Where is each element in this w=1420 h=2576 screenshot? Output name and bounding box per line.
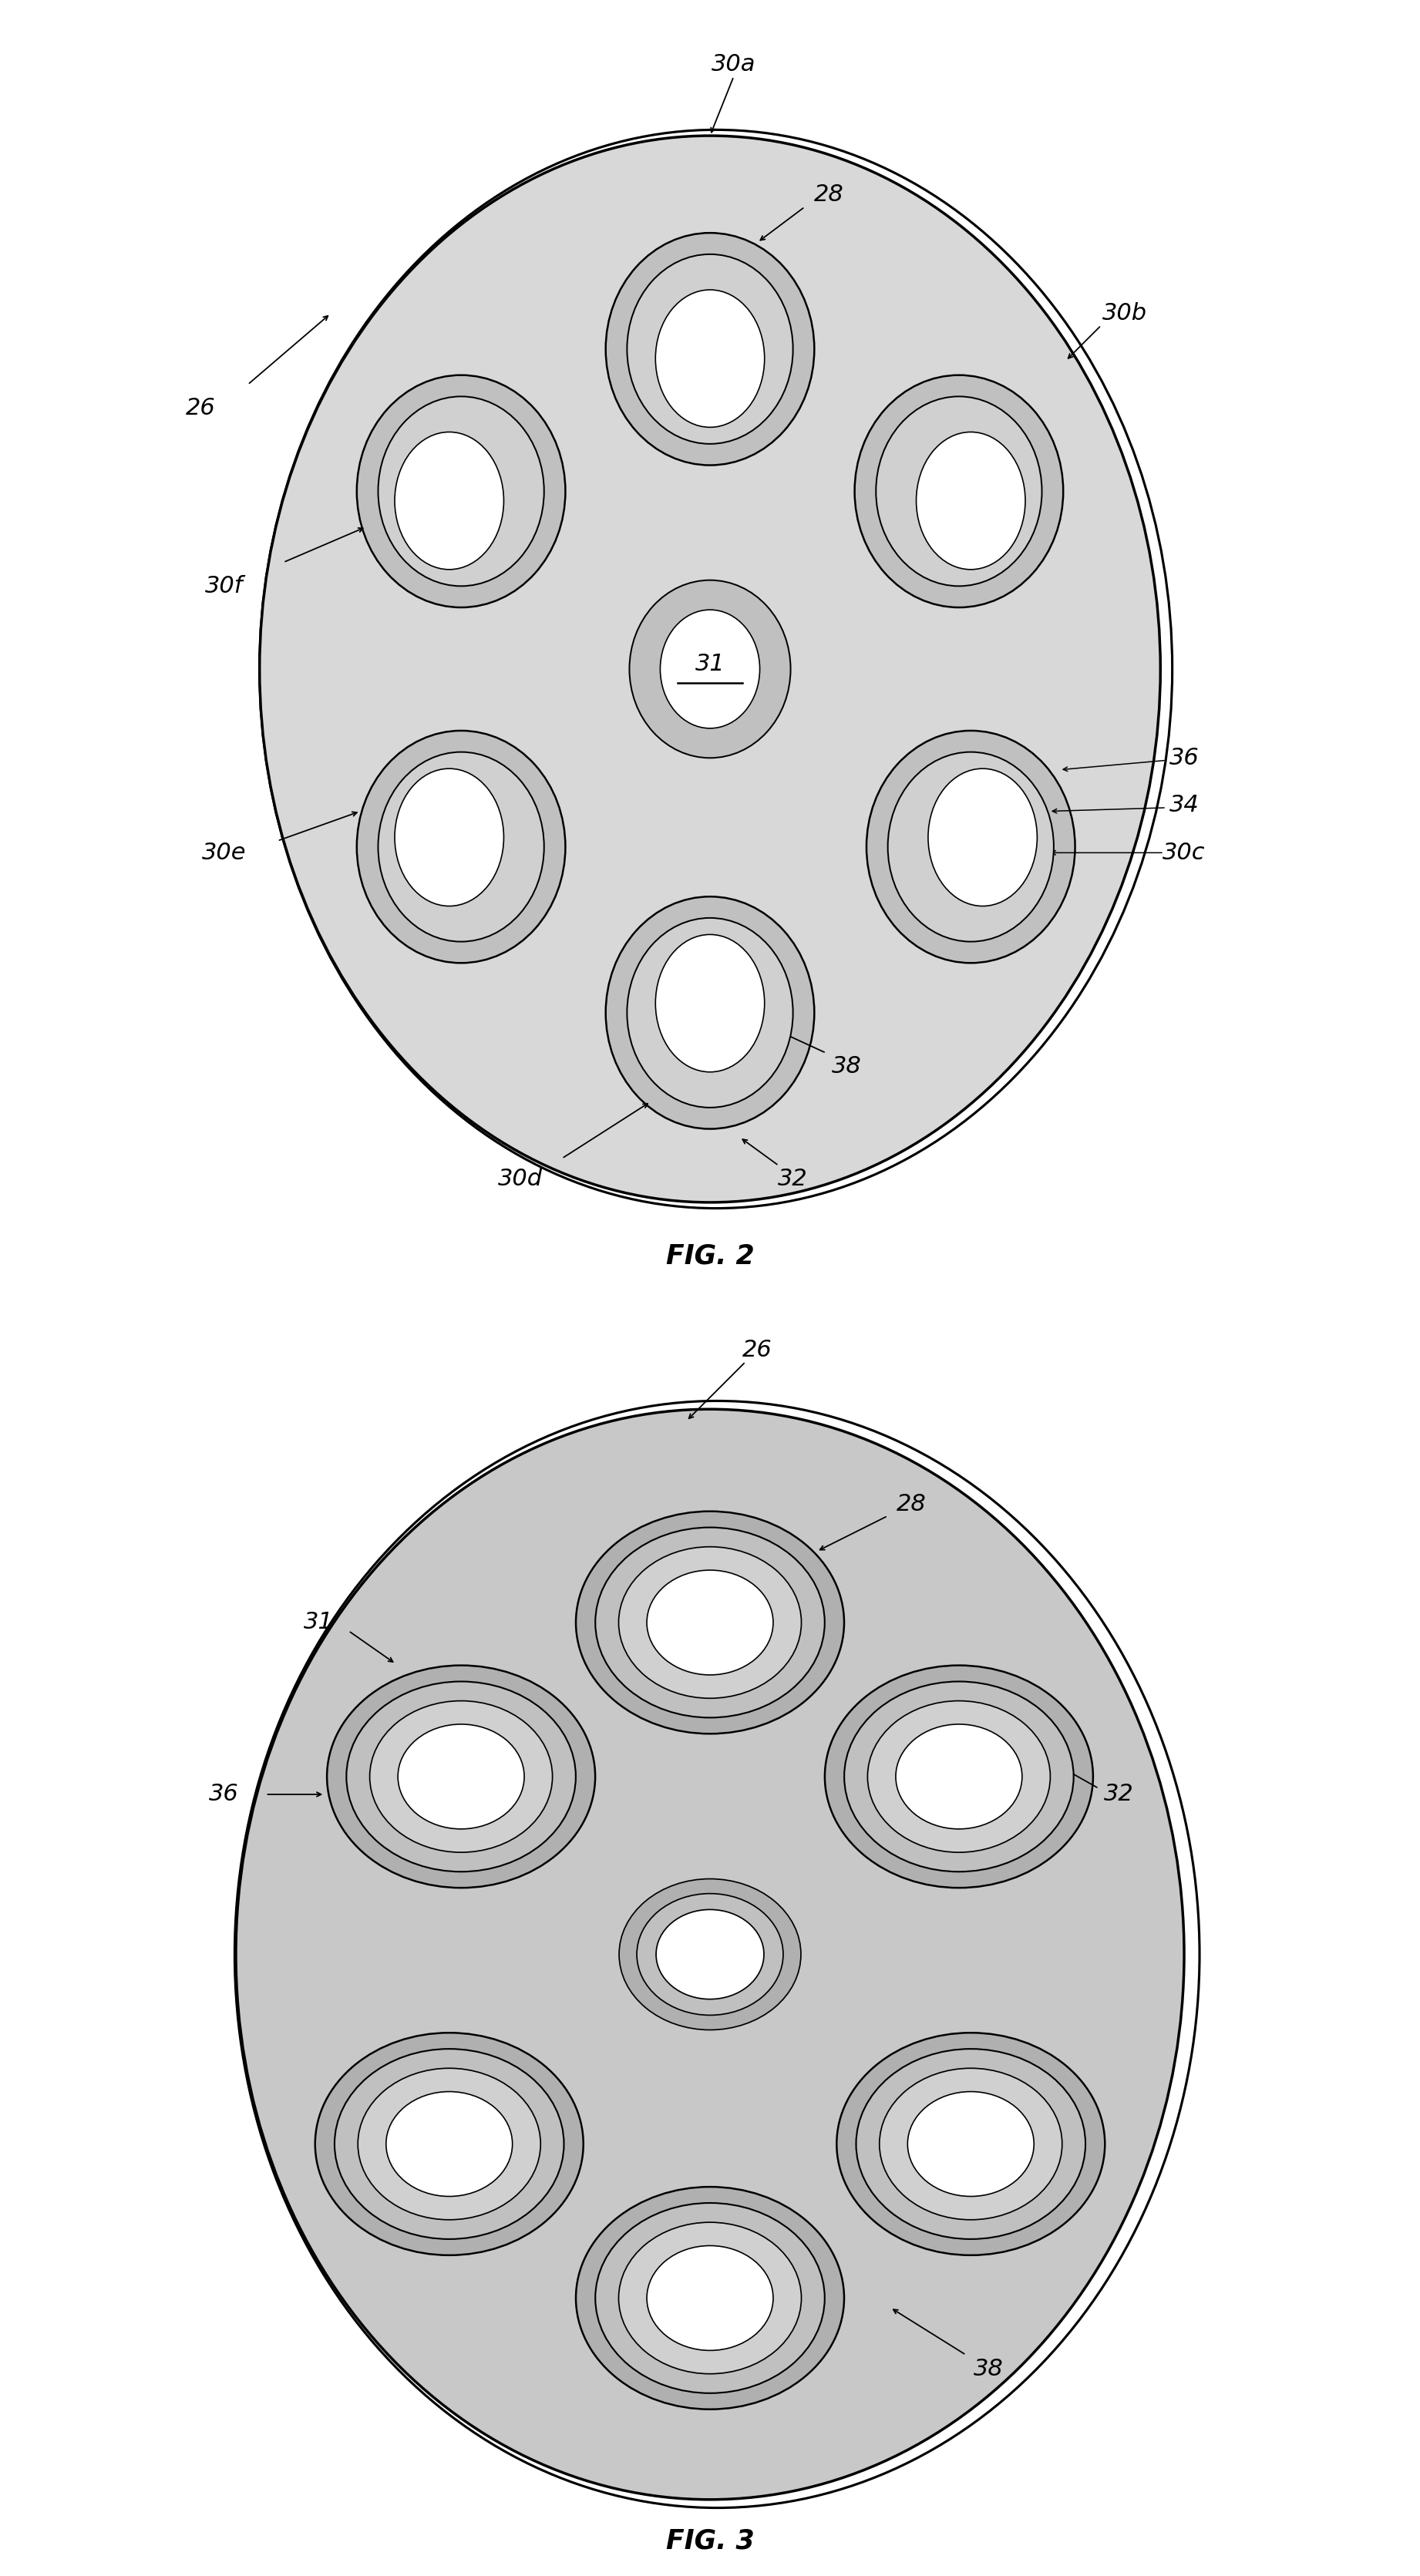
Ellipse shape (845, 1682, 1074, 1873)
Ellipse shape (346, 1682, 575, 1873)
Ellipse shape (236, 1409, 1184, 2499)
Ellipse shape (369, 1700, 552, 1852)
Ellipse shape (916, 433, 1025, 569)
Ellipse shape (595, 2202, 825, 2393)
Ellipse shape (606, 232, 814, 466)
Ellipse shape (619, 2223, 801, 2375)
Text: 26: 26 (743, 1340, 772, 1360)
Ellipse shape (876, 397, 1042, 587)
Ellipse shape (628, 255, 792, 443)
Ellipse shape (866, 732, 1075, 963)
Ellipse shape (629, 580, 791, 757)
Ellipse shape (398, 1723, 524, 1829)
Ellipse shape (656, 289, 764, 428)
Ellipse shape (378, 397, 544, 587)
Text: 32: 32 (778, 1167, 808, 1190)
Ellipse shape (888, 752, 1054, 943)
Text: 38: 38 (974, 2357, 1004, 2380)
Ellipse shape (907, 2092, 1034, 2197)
Ellipse shape (606, 896, 814, 1128)
Ellipse shape (577, 1512, 843, 1734)
Ellipse shape (656, 935, 764, 1072)
Ellipse shape (378, 752, 544, 943)
Ellipse shape (577, 2187, 843, 2409)
Text: 36: 36 (1169, 747, 1198, 770)
Ellipse shape (619, 1878, 801, 2030)
Text: 28: 28 (896, 1494, 926, 1515)
Ellipse shape (386, 2092, 513, 2197)
Ellipse shape (929, 768, 1037, 907)
Ellipse shape (825, 1664, 1093, 1888)
Text: 31: 31 (694, 654, 726, 675)
Ellipse shape (896, 1723, 1022, 1829)
Ellipse shape (358, 2069, 541, 2221)
Text: 34: 34 (1169, 793, 1198, 817)
Ellipse shape (315, 2032, 584, 2254)
Text: 36: 36 (209, 1783, 239, 1806)
Ellipse shape (636, 1893, 784, 2014)
Text: 38: 38 (831, 1056, 862, 1077)
Text: 32: 32 (1103, 1783, 1135, 1806)
Ellipse shape (856, 2048, 1085, 2239)
Ellipse shape (879, 2069, 1062, 2221)
Ellipse shape (868, 1700, 1051, 1852)
Ellipse shape (628, 917, 792, 1108)
Ellipse shape (395, 768, 504, 907)
Ellipse shape (260, 137, 1160, 1203)
Text: 30d: 30d (498, 1167, 542, 1190)
Ellipse shape (648, 2246, 772, 2349)
Ellipse shape (648, 1571, 772, 1674)
Ellipse shape (356, 376, 565, 608)
Text: 30c: 30c (1163, 842, 1206, 863)
Ellipse shape (395, 433, 504, 569)
Ellipse shape (656, 1909, 764, 1999)
Text: 30e: 30e (202, 842, 246, 863)
Ellipse shape (595, 1528, 825, 1718)
Text: 30b: 30b (1102, 301, 1147, 325)
Text: 30f: 30f (204, 574, 243, 598)
Ellipse shape (327, 1664, 595, 1888)
Text: 30a: 30a (711, 54, 755, 75)
Ellipse shape (335, 2048, 564, 2239)
Text: 28: 28 (814, 183, 843, 206)
Ellipse shape (855, 376, 1064, 608)
Ellipse shape (660, 611, 760, 729)
Ellipse shape (356, 732, 565, 963)
Ellipse shape (836, 2032, 1105, 2254)
Text: 26: 26 (186, 397, 216, 420)
Text: FIG. 2: FIG. 2 (666, 1242, 754, 1270)
Text: 31: 31 (304, 1613, 334, 1633)
Text: FIG. 3: FIG. 3 (666, 2527, 754, 2555)
Ellipse shape (619, 1546, 801, 1698)
